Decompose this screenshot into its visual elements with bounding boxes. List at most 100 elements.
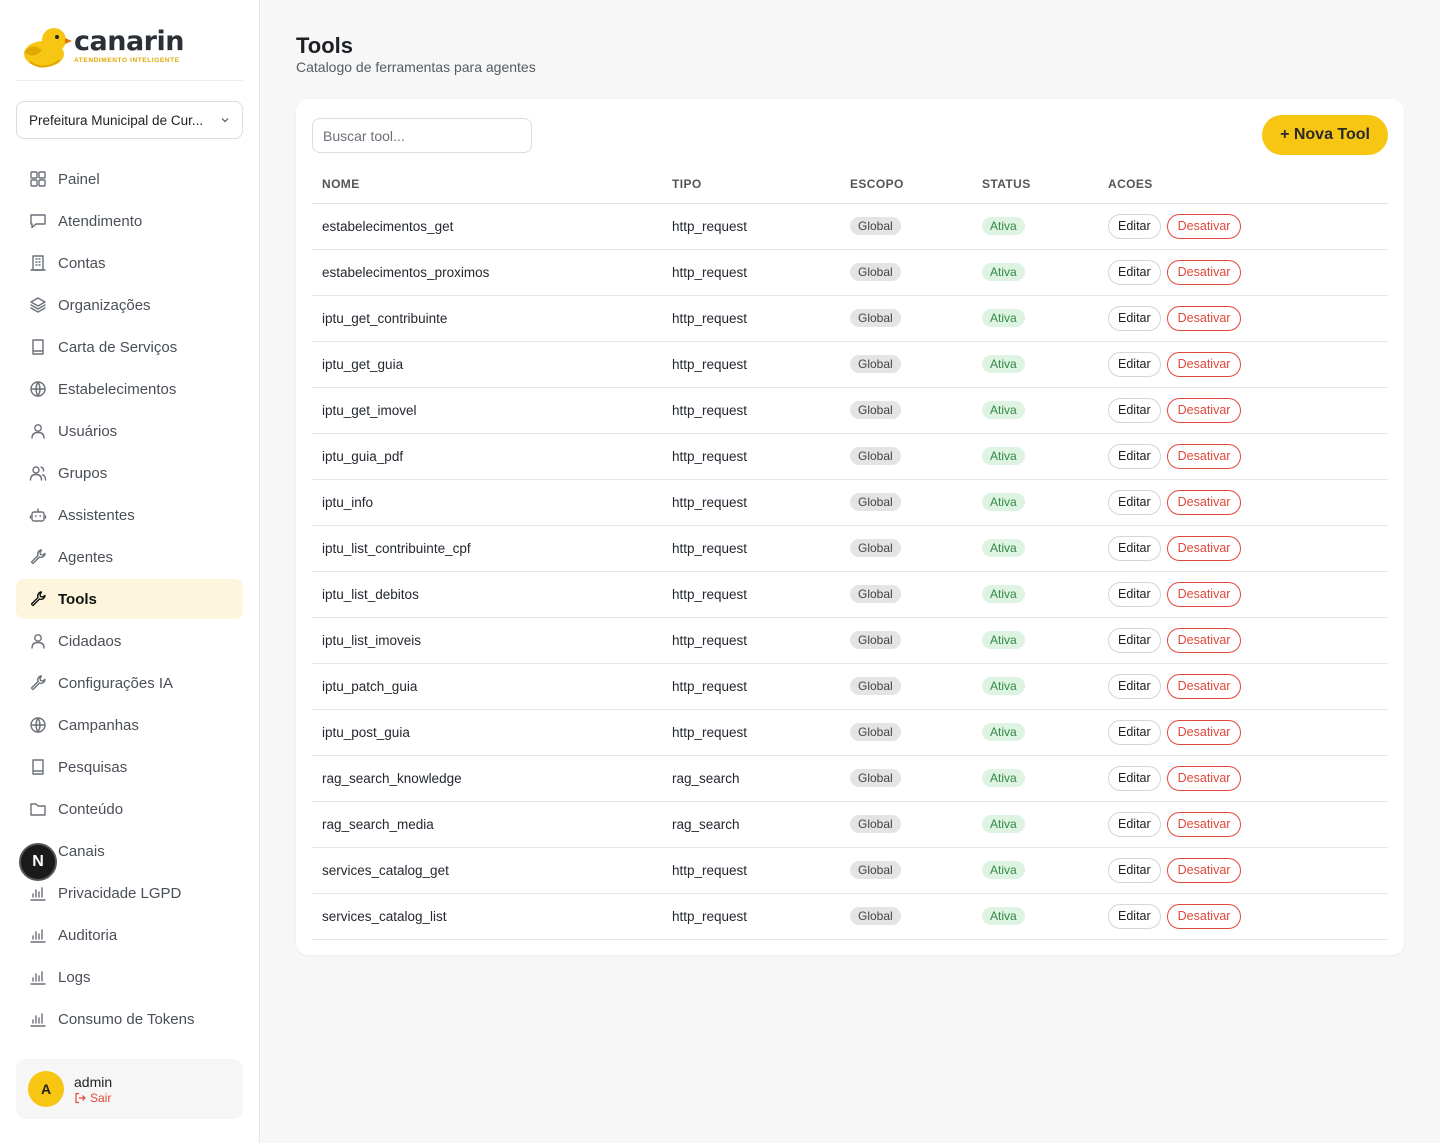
edit-button[interactable]: Editar bbox=[1108, 627, 1161, 653]
sidebar-item-grupos[interactable]: Grupos bbox=[16, 453, 243, 493]
sidebar-item-label: Contas bbox=[58, 254, 106, 272]
sidebar-item-label: Logs bbox=[58, 968, 91, 986]
deactivate-button[interactable]: Desativar bbox=[1166, 443, 1242, 469]
sidebar-item-tools[interactable]: Tools bbox=[16, 579, 243, 619]
sidebar-item-campanhas[interactable]: Campanhas bbox=[16, 705, 243, 745]
edit-button[interactable]: Editar bbox=[1108, 765, 1161, 791]
column-header-status[interactable]: STATUS bbox=[972, 165, 1098, 204]
edit-button[interactable]: Editar bbox=[1108, 535, 1161, 561]
tool-status-cell: Ativa bbox=[972, 663, 1098, 710]
sidebar-item-painel[interactable]: Painel bbox=[16, 159, 243, 199]
edit-button[interactable]: Editar bbox=[1108, 719, 1161, 745]
edit-button[interactable]: Editar bbox=[1108, 443, 1161, 469]
brand-logo[interactable]: canarin ATENDIMENTO INTELIGENTE bbox=[20, 24, 184, 70]
sidebar-item-organiza-es[interactable]: Organizações bbox=[16, 285, 243, 325]
search-input[interactable] bbox=[312, 118, 532, 153]
logout-link[interactable]: Sair bbox=[74, 1091, 112, 1105]
tool-type: http_request bbox=[662, 571, 840, 618]
sidebar-item-atendimento[interactable]: Atendimento bbox=[16, 201, 243, 241]
edit-button[interactable]: Editar bbox=[1108, 213, 1161, 239]
column-header-nome[interactable]: NOME bbox=[312, 165, 662, 204]
deactivate-button[interactable]: Desativar bbox=[1166, 903, 1242, 929]
edit-button[interactable]: Editar bbox=[1108, 811, 1161, 837]
sidebar-item-label: Tools bbox=[58, 590, 97, 608]
sidebar-item-configura-es-ia[interactable]: Configurações IA bbox=[16, 663, 243, 703]
scope-badge: Global bbox=[850, 539, 901, 557]
sidebar-item-contas[interactable]: Contas bbox=[16, 243, 243, 283]
tool-name: rag_search_media bbox=[312, 801, 662, 848]
sidebar-item-carta-de-servi-os[interactable]: Carta de Serviços bbox=[16, 327, 243, 367]
tool-type: http_request bbox=[662, 709, 840, 756]
deactivate-button[interactable]: Desativar bbox=[1166, 259, 1242, 285]
sidebar-item-consumo-de-tokens[interactable]: Consumo de Tokens bbox=[16, 999, 243, 1039]
tool-status-cell: Ativa bbox=[972, 801, 1098, 848]
deactivate-button[interactable]: Desativar bbox=[1166, 811, 1242, 837]
status-badge: Ativa bbox=[982, 539, 1025, 557]
tool-status-cell: Ativa bbox=[972, 341, 1098, 388]
sidebar-item-label: Campanhas bbox=[58, 716, 139, 734]
status-badge: Ativa bbox=[982, 907, 1025, 925]
deactivate-button[interactable]: Desativar bbox=[1166, 673, 1242, 699]
avatar[interactable]: A bbox=[28, 1071, 64, 1107]
sidebar-item-label: Organizações bbox=[58, 296, 151, 314]
deactivate-button[interactable]: Desativar bbox=[1166, 765, 1242, 791]
deactivate-button[interactable]: Desativar bbox=[1166, 397, 1242, 423]
edit-button[interactable]: Editar bbox=[1108, 397, 1161, 423]
sidebar-item-label: Grupos bbox=[58, 464, 108, 482]
tool-scope-cell: Global bbox=[840, 341, 972, 388]
tool-type: http_request bbox=[662, 249, 840, 296]
table-row: services_catalog_list http_request Global A… bbox=[312, 893, 1388, 940]
tool-name: iptu_list_contribuinte_cpf bbox=[312, 525, 662, 572]
status-badge: Ativa bbox=[982, 493, 1025, 511]
tool-scope-cell: Global bbox=[840, 203, 972, 250]
deactivate-button[interactable]: Desativar bbox=[1166, 581, 1242, 607]
sidebar-item-assistentes[interactable]: Assistentes bbox=[16, 495, 243, 535]
sidebar-item-estabelecimentos[interactable]: Estabelecimentos bbox=[16, 369, 243, 409]
tool-type: http_request bbox=[662, 295, 840, 342]
sidebar-item-privacidade-lgpd[interactable]: Privacidade LGPD bbox=[16, 873, 243, 913]
tool-type: http_request bbox=[662, 893, 840, 940]
edit-button[interactable]: Editar bbox=[1108, 857, 1161, 883]
sidebar-item-pesquisas[interactable]: Pesquisas bbox=[16, 747, 243, 787]
deactivate-button[interactable]: Desativar bbox=[1166, 857, 1242, 883]
column-header-tipo[interactable]: TIPO bbox=[662, 165, 840, 204]
new-tool-button[interactable]: + Nova Tool bbox=[1262, 115, 1388, 155]
edit-button[interactable]: Editar bbox=[1108, 259, 1161, 285]
organization-select[interactable]: Prefeitura Municipal de Cur... bbox=[16, 101, 243, 139]
book-icon bbox=[32, 759, 44, 775]
edit-button[interactable]: Editar bbox=[1108, 581, 1161, 607]
deactivate-button[interactable]: Desativar bbox=[1166, 305, 1242, 331]
edit-button[interactable]: Editar bbox=[1108, 489, 1161, 515]
deactivate-button[interactable]: Desativar bbox=[1166, 719, 1242, 745]
deactivate-button[interactable]: Desativar bbox=[1166, 627, 1242, 653]
edit-button[interactable]: Editar bbox=[1108, 673, 1161, 699]
dev-tools-badge[interactable]: N bbox=[19, 843, 57, 881]
sidebar-item-cidadaos[interactable]: Cidadaos bbox=[16, 621, 243, 661]
table-row: estabelecimentos_proximos http_request Glo… bbox=[312, 249, 1388, 296]
tool-name: iptu_patch_guia bbox=[312, 663, 662, 710]
status-badge: Ativa bbox=[982, 217, 1025, 235]
sidebar-item-agentes[interactable]: Agentes bbox=[16, 537, 243, 577]
sidebar-item-label: Estabelecimentos bbox=[58, 380, 177, 398]
edit-button[interactable]: Editar bbox=[1108, 903, 1161, 929]
grid-icon bbox=[30, 171, 46, 187]
tool-type: http_request bbox=[662, 525, 840, 572]
deactivate-button[interactable]: Desativar bbox=[1166, 535, 1242, 561]
chevron-down-icon bbox=[221, 118, 229, 123]
sidebar-item-auditoria[interactable]: Auditoria bbox=[16, 915, 243, 955]
sidebar-item-usu-rios[interactable]: Usuários bbox=[16, 411, 243, 451]
column-header-escopo[interactable]: ESCOPO bbox=[840, 165, 972, 204]
sidebar-item-logs[interactable]: Logs bbox=[16, 957, 243, 997]
deactivate-button[interactable]: Desativar bbox=[1166, 489, 1242, 515]
sidebar-item-conte-do[interactable]: Conteúdo bbox=[16, 789, 243, 829]
tool-type: http_request bbox=[662, 479, 840, 526]
edit-button[interactable]: Editar bbox=[1108, 351, 1161, 377]
table-row: iptu_guia_pdf http_request Global Ativa Edit… bbox=[312, 433, 1388, 480]
deactivate-button[interactable]: Desativar bbox=[1166, 351, 1242, 377]
table-row: iptu_get_contribuinte http_request Global A… bbox=[312, 295, 1388, 342]
status-badge: Ativa bbox=[982, 401, 1025, 419]
deactivate-button[interactable]: Desativar bbox=[1166, 213, 1242, 239]
scope-badge: Global bbox=[850, 493, 901, 511]
tool-scope-cell: Global bbox=[840, 755, 972, 802]
edit-button[interactable]: Editar bbox=[1108, 305, 1161, 331]
